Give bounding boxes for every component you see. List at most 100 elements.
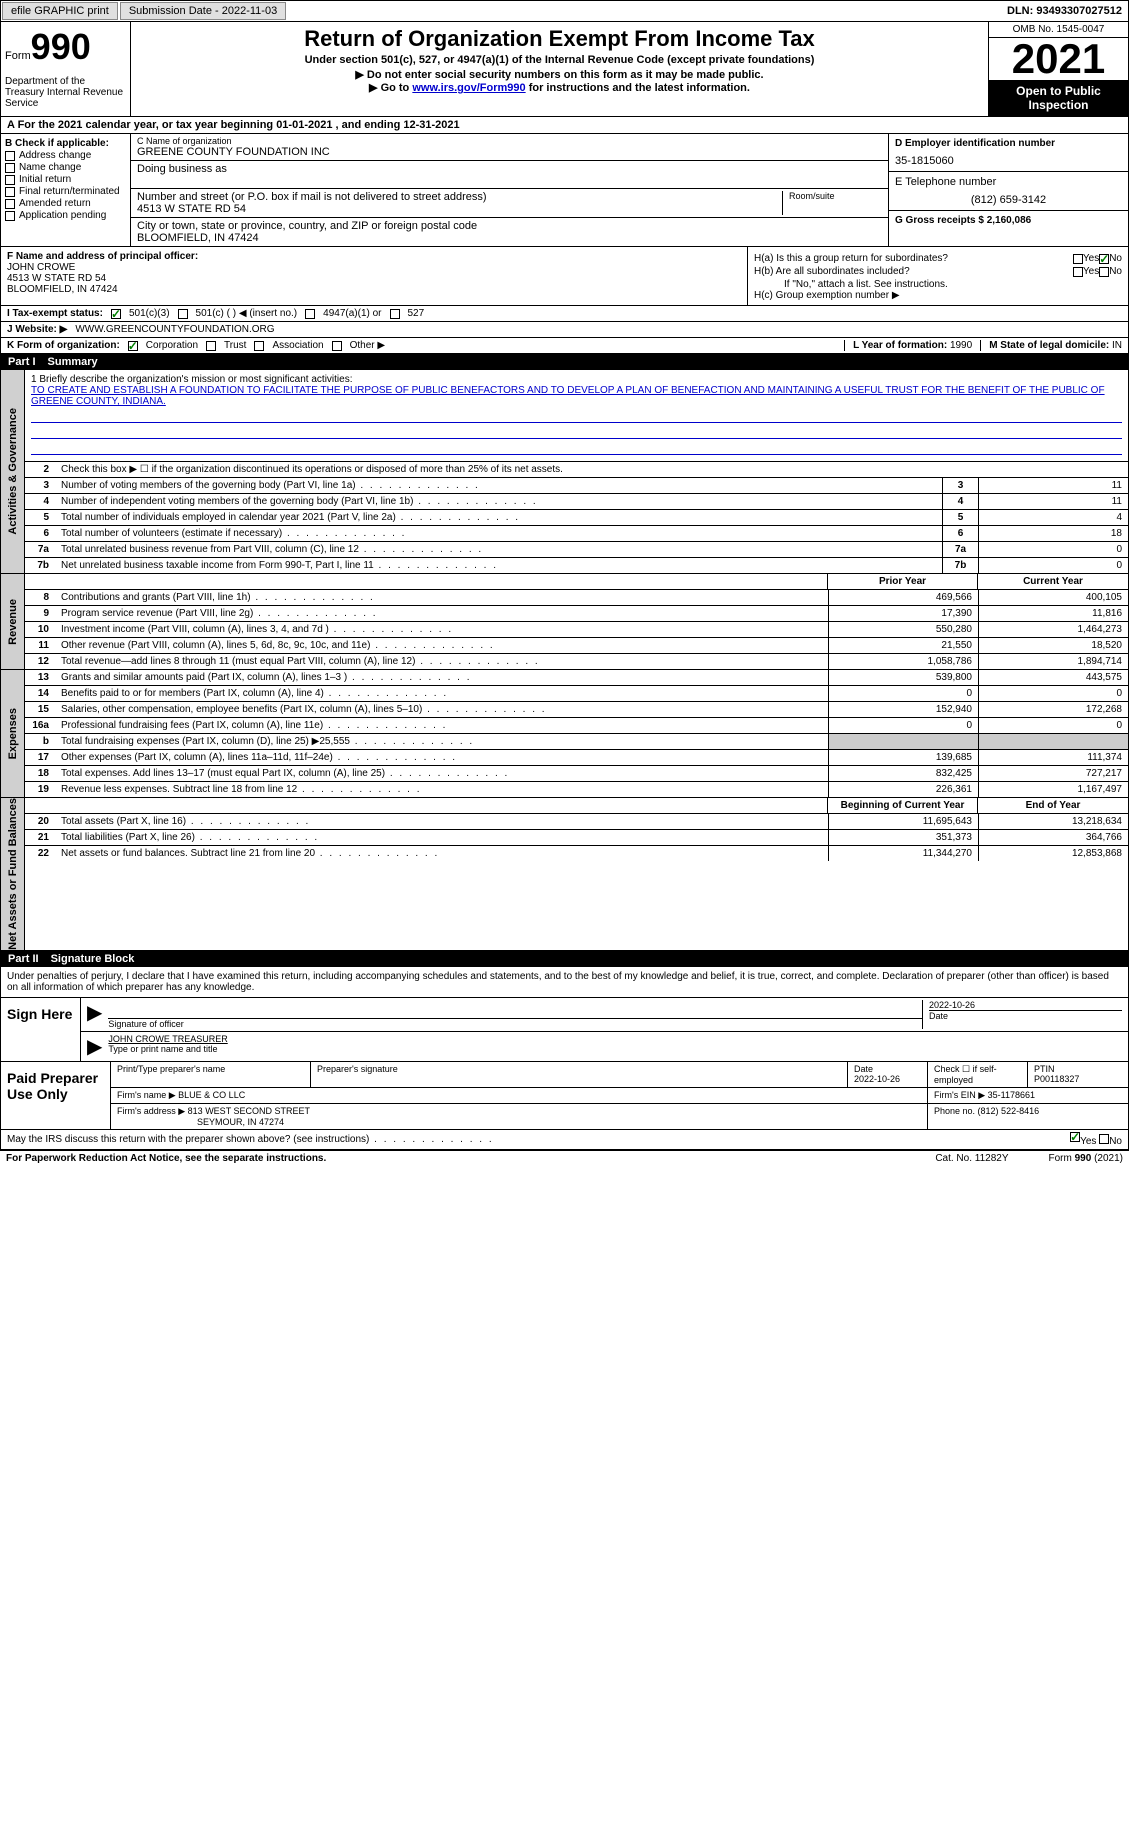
form-ref: Form 990 (2021) xyxy=(1049,1153,1123,1164)
prior-val: 11,695,643 xyxy=(828,814,978,829)
part2-num: Part II xyxy=(8,953,39,965)
opt-4947: 4947(a)(1) or xyxy=(323,308,381,319)
k-label: K Form of organization: xyxy=(7,340,120,351)
checkbox-501c3[interactable] xyxy=(111,309,121,319)
arrow-icon: ▶ xyxy=(87,1034,102,1059)
checkbox-final-return[interactable] xyxy=(5,187,15,197)
checkbox-ha-yes[interactable] xyxy=(1073,254,1083,264)
row-box: 7a xyxy=(942,542,978,557)
row-num: 8 xyxy=(25,590,55,605)
h-c-label: H(c) Group exemption number ▶ xyxy=(754,290,1122,301)
row-desc: Contributions and grants (Part VIII, lin… xyxy=(55,590,828,605)
data-row: 8 Contributions and grants (Part VIII, l… xyxy=(25,590,1128,606)
row-desc: Program service revenue (Part VIII, line… xyxy=(55,606,828,621)
checkbox-discuss-yes[interactable] xyxy=(1070,1132,1080,1142)
firm-addr-label: Firm's address ▶ xyxy=(117,1106,185,1116)
prep-phone-label: Phone no. xyxy=(934,1106,978,1116)
row-desc: Total assets (Part X, line 16) xyxy=(55,814,828,829)
opt-527: 527 xyxy=(408,308,425,319)
row-desc: Total unrelated business revenue from Pa… xyxy=(55,542,942,557)
checkbox-hb-yes[interactable] xyxy=(1073,267,1083,277)
officer-city: BLOOMFIELD, IN 47424 xyxy=(7,284,741,295)
org-name: GREENE COUNTY FOUNDATION INC xyxy=(137,146,882,158)
prior-val: 139,685 xyxy=(828,750,978,765)
checkbox-association[interactable] xyxy=(254,341,264,351)
row-num: 9 xyxy=(25,606,55,621)
sig-name-value: JOHN CROWE TREASURER xyxy=(108,1034,1122,1044)
org-name-label: C Name of organization xyxy=(137,136,882,146)
row-desc: Other revenue (Part VIII, column (A), li… xyxy=(55,638,828,653)
checkbox-address-change[interactable] xyxy=(5,151,15,161)
row-desc: Total revenue—add lines 8 through 11 (mu… xyxy=(55,654,828,669)
row-num: 7b xyxy=(25,558,55,573)
preparer-block: Paid Preparer Use Only Print/Type prepar… xyxy=(0,1062,1129,1130)
current-val: 400,105 xyxy=(978,590,1128,605)
checkbox-application-pending[interactable] xyxy=(5,211,15,221)
ein-cell: D Employer identification number 35-1815… xyxy=(889,134,1128,172)
officer-street: 4513 W STATE RD 54 xyxy=(7,273,741,284)
row-desc: Total number of volunteers (estimate if … xyxy=(55,526,942,541)
checkbox-amended-return[interactable] xyxy=(5,199,15,209)
current-val: 13,218,634 xyxy=(978,814,1128,829)
current-year-label: Current Year xyxy=(978,574,1128,589)
sign-here-block: Sign Here ▶ Signature of officer 2022-10… xyxy=(0,998,1129,1062)
row-num: 3 xyxy=(25,478,55,493)
prep-name-label: Print/Type preparer's name xyxy=(111,1062,311,1087)
checkbox-trust[interactable] xyxy=(206,341,216,351)
row-num: 16a xyxy=(25,718,55,733)
mission-label: 1 Briefly describe the organization's mi… xyxy=(31,374,1122,385)
begin-year-label: Beginning of Current Year xyxy=(828,798,978,813)
note-prefix: ▶ Go to xyxy=(369,82,412,94)
dept-label: Department of the Treasury Internal Reve… xyxy=(5,76,126,109)
sig-date-value: 2022-10-26 xyxy=(929,1000,1122,1010)
data-row: 20 Total assets (Part X, line 16) 11,695… xyxy=(25,814,1128,830)
preparer-label: Paid Preparer Use Only xyxy=(1,1062,111,1129)
row-val: 11 xyxy=(978,494,1128,509)
officer-name: JOHN CROWE xyxy=(7,262,741,273)
checkbox-501c[interactable] xyxy=(178,309,188,319)
row-num: 17 xyxy=(25,750,55,765)
checkbox-initial-return[interactable] xyxy=(5,175,15,185)
checkbox-hb-no[interactable] xyxy=(1099,267,1109,277)
row-desc: Number of voting members of the governin… xyxy=(55,478,942,493)
part2-header: Part II Signature Block xyxy=(0,951,1129,967)
cat-number: Cat. No. 11282Y xyxy=(935,1153,1008,1164)
row-desc: Grants and similar amounts paid (Part IX… xyxy=(55,670,828,685)
instructions-link[interactable]: www.irs.gov/Form990 xyxy=(412,82,525,94)
efile-button[interactable]: efile GRAPHIC print xyxy=(2,2,118,20)
row-num: 11 xyxy=(25,638,55,653)
checkbox-corporation[interactable] xyxy=(128,341,138,351)
block-f: F Name and address of principal officer:… xyxy=(1,247,748,305)
prep-check-label: Check ☐ if self-employed xyxy=(928,1062,1028,1087)
checkbox-name-change[interactable] xyxy=(5,163,15,173)
opt-501c: 501(c) ( ) ◀ (insert no.) xyxy=(196,308,298,319)
row-desc: Total expenses. Add lines 13–17 (must eq… xyxy=(55,766,828,781)
gross-value: 2,160,086 xyxy=(987,215,1032,226)
note-link: ▶ Go to www.irs.gov/Form990 for instruct… xyxy=(135,81,984,94)
note-suffix: for instructions and the latest informat… xyxy=(526,82,750,94)
row-desc: Total number of individuals employed in … xyxy=(55,510,942,525)
form-label: Form xyxy=(5,50,31,62)
submission-date-button[interactable]: Submission Date - 2022-11-03 xyxy=(120,2,286,20)
current-val: 172,268 xyxy=(978,702,1128,717)
checkbox-other[interactable] xyxy=(332,341,342,351)
firm-name-label: Firm's name ▶ xyxy=(117,1090,176,1100)
data-row: 15 Salaries, other compensation, employe… xyxy=(25,702,1128,718)
checkbox-ha-no[interactable] xyxy=(1099,254,1109,264)
prior-val: 469,566 xyxy=(828,590,978,605)
j-label: J Website: ▶ xyxy=(7,324,67,335)
row-desc: Professional fundraising fees (Part IX, … xyxy=(55,718,828,733)
row-num: b xyxy=(25,734,55,749)
sig-name-label: Type or print name and title xyxy=(108,1044,1122,1054)
row-box: 6 xyxy=(942,526,978,541)
label-final-return: Final return/terminated xyxy=(19,186,120,197)
checkbox-527[interactable] xyxy=(390,309,400,319)
discuss-row: May the IRS discuss this return with the… xyxy=(0,1130,1129,1150)
current-val: 12,853,868 xyxy=(978,846,1128,861)
checkbox-discuss-no[interactable] xyxy=(1099,1134,1109,1144)
phone-label: E Telephone number xyxy=(895,176,1122,188)
dba-cell: Doing business as xyxy=(131,161,888,189)
gov-row: 6 Total number of volunteers (estimate i… xyxy=(25,526,1128,542)
checkbox-4947[interactable] xyxy=(305,309,315,319)
block-b: B Check if applicable: Address change Na… xyxy=(1,134,131,246)
